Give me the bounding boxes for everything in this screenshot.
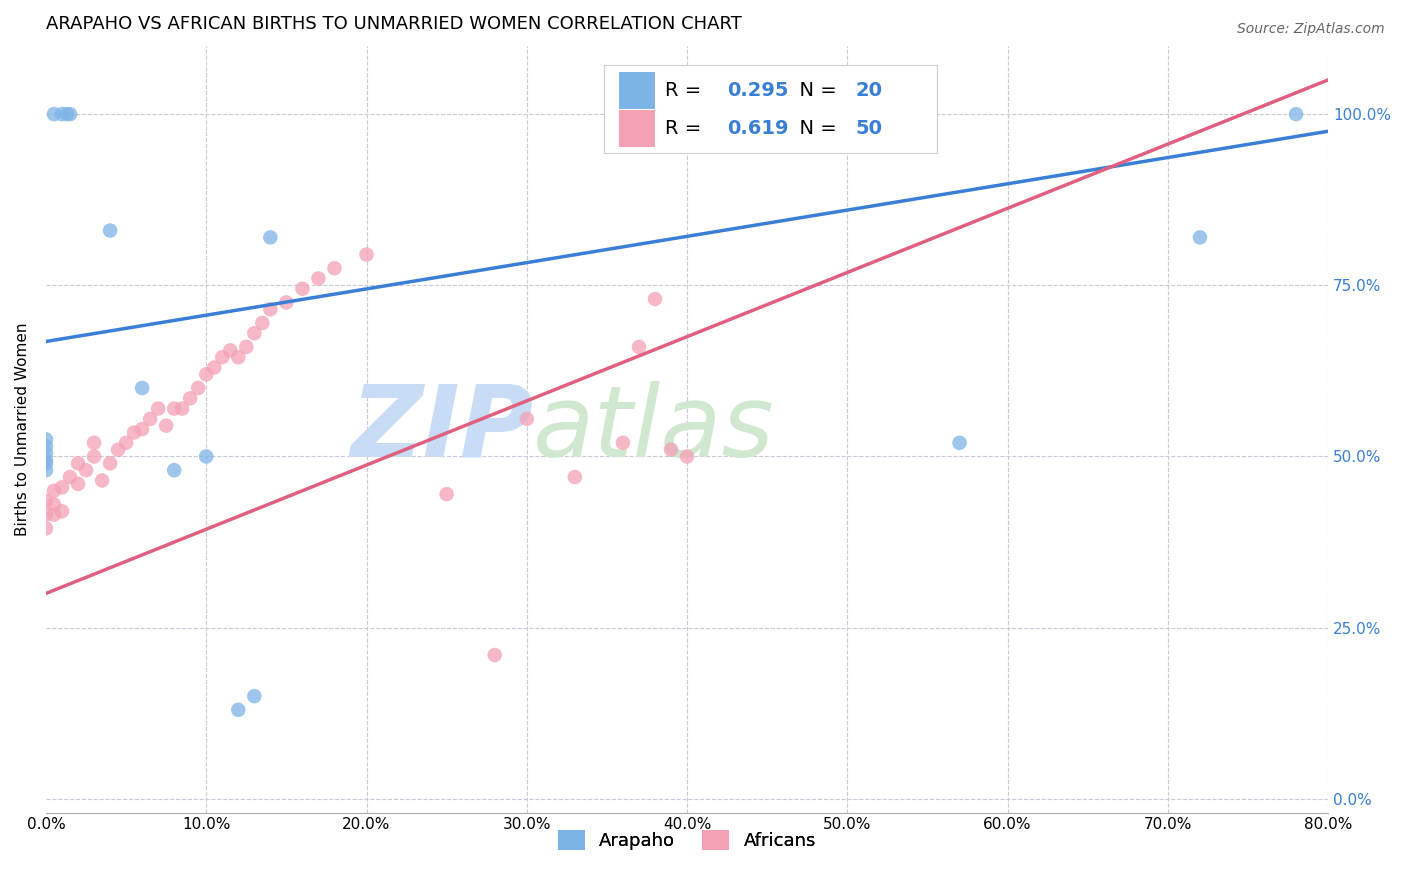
Text: 50: 50: [855, 119, 882, 138]
Point: [276, 295, 298, 310]
Text: ARAPAHO VS AFRICAN BIRTHS TO UNMARRIED WOMEN CORRELATION CHART: ARAPAHO VS AFRICAN BIRTHS TO UNMARRIED W…: [46, 15, 742, 33]
Text: atlas: atlas: [533, 381, 775, 477]
Point: [98, 223, 121, 237]
Point: [83, 450, 105, 464]
Point: [259, 230, 281, 244]
FancyBboxPatch shape: [603, 65, 936, 153]
Point: [35, 463, 58, 477]
Point: [163, 401, 186, 416]
Point: [83, 435, 105, 450]
Point: [564, 470, 586, 484]
Point: [291, 282, 314, 296]
Point: [187, 381, 209, 395]
Point: [243, 689, 266, 703]
Point: [516, 412, 538, 426]
FancyBboxPatch shape: [619, 71, 655, 109]
Point: [172, 401, 194, 416]
Text: R =: R =: [665, 80, 707, 100]
Point: [98, 456, 121, 470]
Point: [436, 487, 458, 501]
Text: ZIP: ZIP: [350, 381, 533, 477]
Point: [51, 107, 73, 121]
Point: [35, 494, 58, 508]
Point: [35, 456, 58, 470]
Point: [219, 343, 242, 358]
FancyBboxPatch shape: [619, 110, 655, 147]
Point: [59, 107, 82, 121]
Text: N =: N =: [787, 119, 844, 138]
Text: 0.295: 0.295: [727, 80, 789, 100]
Point: [35, 521, 58, 535]
Point: [131, 381, 153, 395]
Point: [35, 508, 58, 522]
Point: [948, 435, 970, 450]
Point: [1188, 230, 1211, 244]
Point: [42, 107, 65, 121]
Point: [35, 433, 58, 447]
Point: [35, 453, 58, 467]
Point: [676, 450, 699, 464]
Point: [612, 435, 634, 450]
Legend: Arapaho, Africans: Arapaho, Africans: [551, 822, 824, 857]
Point: [323, 261, 346, 276]
Text: 0.619: 0.619: [727, 119, 789, 138]
Point: [35, 439, 58, 453]
Point: [66, 456, 89, 470]
Point: [659, 442, 682, 457]
Point: [131, 422, 153, 436]
Point: [51, 480, 73, 494]
Point: [252, 316, 274, 330]
Y-axis label: Births to Unmarried Women: Births to Unmarried Women: [15, 322, 30, 536]
Point: [146, 401, 169, 416]
Point: [56, 107, 79, 121]
Point: [122, 425, 145, 440]
Text: Source: ZipAtlas.com: Source: ZipAtlas.com: [1237, 22, 1385, 37]
Point: [1285, 107, 1308, 121]
Point: [115, 435, 138, 450]
Point: [35, 446, 58, 460]
Text: 20: 20: [855, 80, 882, 100]
Point: [42, 483, 65, 498]
Point: [202, 360, 225, 375]
Text: N =: N =: [787, 80, 844, 100]
Point: [211, 350, 233, 364]
Point: [163, 463, 186, 477]
Point: [42, 497, 65, 511]
Point: [356, 247, 378, 261]
Point: [226, 703, 249, 717]
Point: [243, 326, 266, 341]
Point: [307, 271, 329, 285]
Point: [75, 463, 97, 477]
Point: [644, 292, 666, 306]
Point: [155, 418, 177, 433]
Point: [195, 450, 218, 464]
Point: [66, 476, 89, 491]
Point: [107, 442, 129, 457]
Point: [179, 392, 201, 406]
Point: [42, 508, 65, 522]
Point: [195, 368, 218, 382]
Point: [235, 340, 257, 354]
Text: R =: R =: [665, 119, 707, 138]
Point: [627, 340, 650, 354]
Point: [59, 470, 82, 484]
Point: [51, 504, 73, 518]
Point: [226, 350, 249, 364]
Point: [484, 648, 506, 662]
Point: [91, 474, 114, 488]
Point: [259, 302, 281, 317]
Point: [139, 412, 162, 426]
